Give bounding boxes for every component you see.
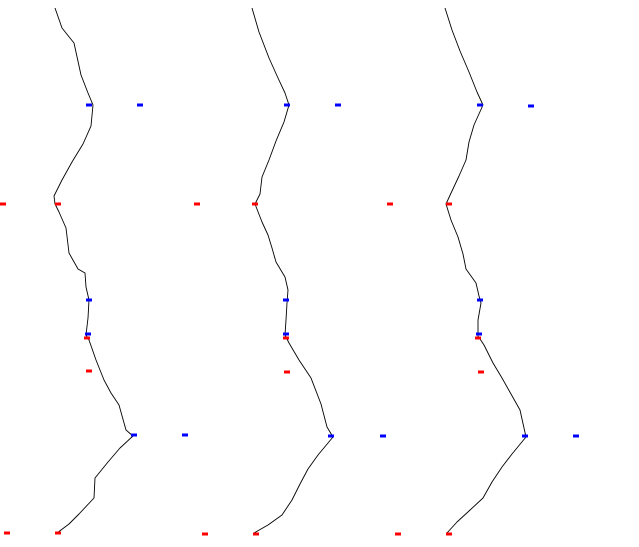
panels-layer bbox=[0, 7, 579, 536]
blue-marker bbox=[528, 104, 534, 108]
blue-marker bbox=[131, 433, 137, 437]
red-marker bbox=[446, 532, 452, 536]
blue-marker bbox=[137, 103, 143, 107]
panel-3 bbox=[387, 7, 579, 536]
red-marker bbox=[55, 531, 61, 535]
blue-marker bbox=[522, 434, 528, 438]
curve-line bbox=[444, 7, 527, 534]
blue-marker bbox=[477, 298, 483, 302]
red-marker bbox=[55, 202, 61, 206]
blue-marker bbox=[283, 332, 289, 336]
blue-marker bbox=[86, 103, 92, 107]
red-marker bbox=[253, 532, 259, 536]
red-marker bbox=[387, 202, 393, 206]
panel-2 bbox=[194, 7, 386, 536]
blue-marker bbox=[86, 298, 92, 302]
red-marker bbox=[395, 532, 401, 536]
curve-line bbox=[251, 7, 334, 534]
blue-marker bbox=[284, 103, 290, 107]
red-marker bbox=[478, 370, 484, 374]
blue-marker bbox=[380, 434, 386, 438]
red-marker bbox=[0, 202, 6, 206]
red-marker bbox=[446, 202, 452, 206]
curve-line bbox=[53, 7, 134, 534]
blue-marker bbox=[85, 332, 91, 336]
red-marker bbox=[86, 369, 92, 373]
blue-marker bbox=[328, 434, 334, 438]
blue-marker bbox=[573, 434, 579, 438]
blue-marker bbox=[335, 103, 341, 107]
blue-marker bbox=[283, 298, 289, 302]
red-marker bbox=[475, 336, 481, 340]
red-marker bbox=[252, 202, 258, 206]
red-marker bbox=[202, 532, 208, 536]
blue-marker bbox=[477, 103, 483, 107]
panel-1 bbox=[0, 7, 188, 535]
blue-marker bbox=[182, 433, 188, 437]
red-marker bbox=[194, 202, 200, 206]
red-marker bbox=[4, 531, 10, 535]
red-marker bbox=[84, 336, 90, 340]
red-marker bbox=[283, 336, 289, 340]
blue-marker bbox=[476, 332, 482, 336]
red-marker bbox=[284, 370, 290, 374]
